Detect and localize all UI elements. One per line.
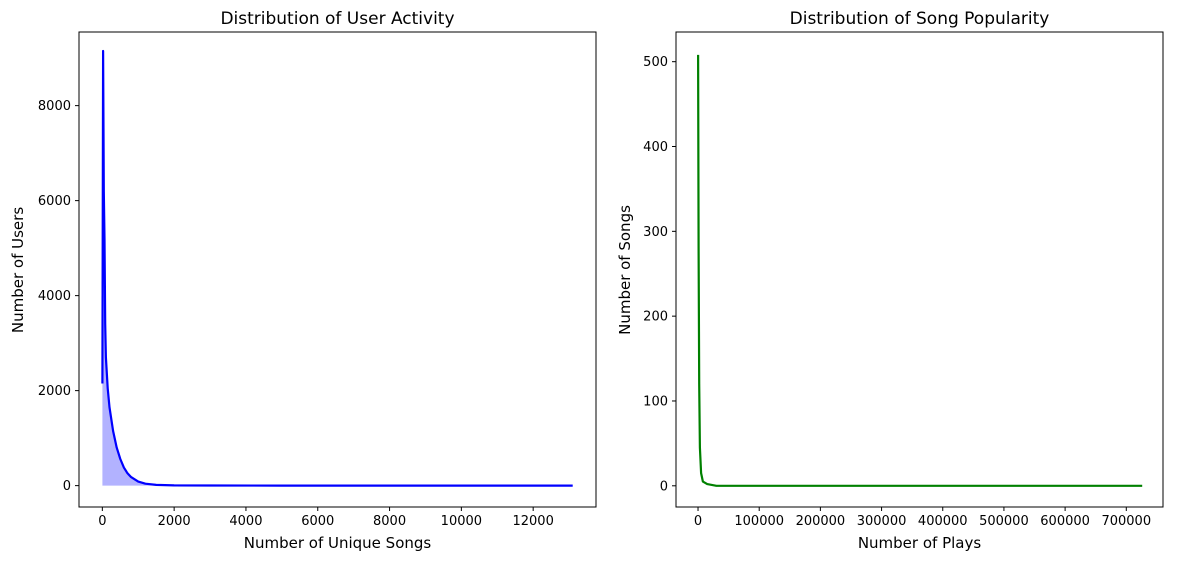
x-tick-label: 12000 [512,514,553,529]
chart-title: Distribution of User Activity [220,9,454,29]
y-tick-label: 500 [643,55,668,70]
y-tick-label: 6000 [38,194,71,209]
axis-ticks: 0 2000 4000 6000 8000 10000 12000 0 2000 4000 6000… [38,99,554,529]
plot-frame [675,31,1164,508]
x-tick-label: 300000 [857,514,907,529]
x-tick-label: 0 [98,514,106,529]
series-line [696,54,1143,487]
x-tick-label: 10000 [441,514,482,529]
x-tick-label: 6000 [301,514,334,529]
y-tick-label: 400 [643,140,668,155]
axis-ticks: 0 100000 200000 300000 400000 500000 600000 700… [643,55,1151,529]
y-axis-label: Number of Songs [616,205,634,335]
song-popularity-chart: Distribution of Song Popularity Number o… [616,9,1164,552]
x-axis-label: Number of Unique Songs [244,534,432,552]
y-tick-label: 300 [643,225,668,240]
y-tick-label: 4000 [38,289,71,304]
series-area-fill [102,51,573,486]
x-tick-label: 0 [694,514,702,529]
x-tick-label: 500000 [979,514,1029,529]
x-tick-label: 8000 [373,514,406,529]
x-tick-label: 2000 [158,514,191,529]
y-tick-label: 100 [643,394,668,409]
chart-title: Distribution of Song Popularity [790,9,1050,29]
user-activity-chart: Distribution of User Activity Number of … [9,9,597,552]
plot-marks [101,49,573,487]
x-tick-label: 200000 [796,514,846,529]
series-line [101,49,573,487]
x-tick-label: 600000 [1040,514,1090,529]
y-axis-label: Number of Users [9,207,27,333]
x-tick-label: 700000 [1101,514,1151,529]
x-axis-label: Number of Plays [858,534,982,552]
x-tick-label: 400000 [918,514,968,529]
x-tick-label: 100000 [734,514,784,529]
y-tick-label: 2000 [38,384,71,399]
x-tick-label: 4000 [229,514,262,529]
y-tick-label: 0 [63,479,71,494]
y-tick-label: 0 [660,479,668,494]
plot-marks [696,54,1143,487]
plot-frame [78,31,597,508]
y-tick-label: 200 [643,310,668,325]
y-tick-label: 8000 [38,99,71,114]
